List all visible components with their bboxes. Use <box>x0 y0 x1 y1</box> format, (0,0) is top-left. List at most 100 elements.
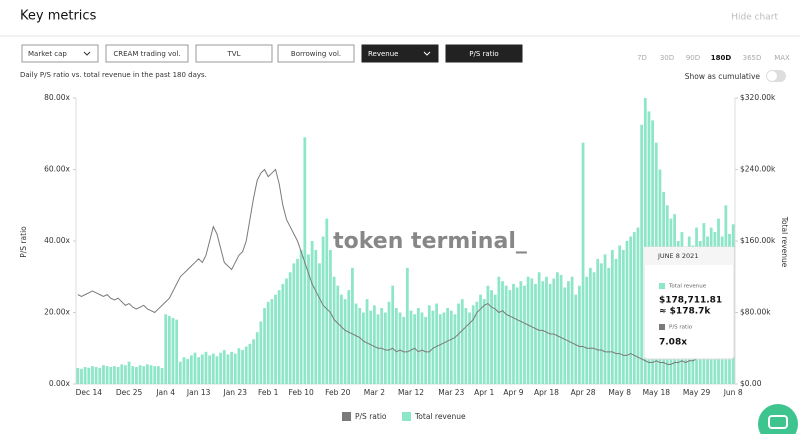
bar <box>135 367 138 384</box>
bar <box>383 312 387 384</box>
time-range[interactable]: 90D <box>686 54 700 62</box>
bar <box>438 314 442 384</box>
time-range[interactable]: 7D <box>637 54 647 62</box>
bar <box>541 281 545 384</box>
bar <box>149 365 153 384</box>
bar <box>358 308 362 384</box>
bar <box>559 274 563 384</box>
bar <box>603 254 607 384</box>
bar <box>182 357 186 384</box>
toggle-knob <box>767 71 777 81</box>
bar <box>508 290 512 384</box>
bar <box>574 294 578 384</box>
metric-button[interactable] <box>195 44 273 63</box>
bar <box>457 303 460 384</box>
bar <box>80 368 83 384</box>
bar <box>230 351 233 384</box>
bar <box>526 276 530 384</box>
cumulative-label: Show as cumulative <box>685 72 761 81</box>
y2-tick-label: $320.00k <box>740 93 776 102</box>
x-tick-label: Apr 9 <box>503 388 523 397</box>
bar <box>570 276 574 384</box>
tooltip-swatch <box>659 283 665 289</box>
bar <box>424 316 428 384</box>
bar <box>468 312 471 384</box>
metric-button-label: Borrowing vol. <box>291 50 341 58</box>
bar <box>248 343 252 384</box>
bar <box>288 272 292 384</box>
bar <box>581 142 585 384</box>
time-range[interactable]: MAX <box>774 54 790 62</box>
x-tick-label: Dec 14 <box>76 388 103 397</box>
bar <box>175 319 179 384</box>
bar <box>197 357 201 384</box>
bar <box>369 310 373 384</box>
header-bar <box>0 0 800 36</box>
bar <box>446 308 449 384</box>
bar <box>226 354 230 384</box>
bar <box>299 249 303 384</box>
bar <box>405 267 409 384</box>
time-range[interactable]: 180D <box>711 54 732 62</box>
x-tick-label: Jan 23 <box>223 388 248 397</box>
metric-button[interactable] <box>445 44 523 63</box>
bar <box>588 267 592 384</box>
y-tick-label: 80.00x <box>44 93 70 102</box>
tooltip-series: P/S ratio <box>669 325 693 331</box>
x-tick-label: Jun 8 <box>723 388 743 397</box>
legend: P/S ratio Total revenue <box>342 412 466 421</box>
bar <box>618 245 622 384</box>
bar <box>534 283 537 384</box>
x-tick-label: Mar 2 <box>364 388 386 397</box>
x-tick-label: May 18 <box>643 388 671 397</box>
bar <box>556 272 559 384</box>
chevron <box>83 51 91 56</box>
time-range[interactable]: 365D <box>743 54 762 62</box>
bar <box>471 305 475 384</box>
metric-button[interactable] <box>361 44 439 63</box>
bar <box>501 281 504 384</box>
bar <box>420 312 424 384</box>
chat-icon <box>768 415 788 429</box>
hide-chart[interactable]: Hide chart <box>731 13 778 23</box>
bar <box>325 218 329 384</box>
bar <box>460 299 464 384</box>
bar <box>259 321 263 384</box>
x-tick-label: Apr 28 <box>571 388 596 397</box>
bar <box>625 241 629 384</box>
bar <box>113 366 116 384</box>
bar <box>340 294 343 384</box>
bar <box>252 339 255 384</box>
bar <box>607 267 611 384</box>
subtitle: Daily P/S ratio vs. total revenue in the… <box>20 71 207 79</box>
metric-button-label: Revenue <box>368 50 399 58</box>
bar <box>277 290 281 384</box>
bar <box>640 124 644 384</box>
bar <box>83 367 87 384</box>
bar <box>76 367 80 384</box>
bar <box>105 366 109 384</box>
x-tick-label: May 29 <box>683 388 711 397</box>
metric-button[interactable] <box>21 44 99 63</box>
bar <box>497 276 501 384</box>
bar <box>307 254 310 384</box>
bar <box>347 290 351 384</box>
bar <box>138 365 142 384</box>
metric-button[interactable] <box>277 44 355 63</box>
chevron <box>423 51 431 56</box>
bar <box>91 366 94 384</box>
time-range[interactable]: 30D <box>660 54 674 62</box>
bar <box>120 364 124 384</box>
watermark: token terminal_ <box>333 229 527 254</box>
y-tick-label: 40.00x <box>44 236 70 245</box>
tooltip-approx: ≈ $178.7k <box>659 307 711 317</box>
chat-button[interactable] <box>758 404 798 434</box>
x-tick-label: Dec 25 <box>116 388 143 397</box>
bar <box>596 258 600 384</box>
y-tick-label: 60.00x <box>44 165 70 174</box>
metric-button[interactable] <box>105 44 189 63</box>
x-tick-label: May 8 <box>608 388 631 397</box>
bar <box>222 350 226 384</box>
bar <box>435 303 439 384</box>
header-title: Key metrics <box>20 9 97 24</box>
